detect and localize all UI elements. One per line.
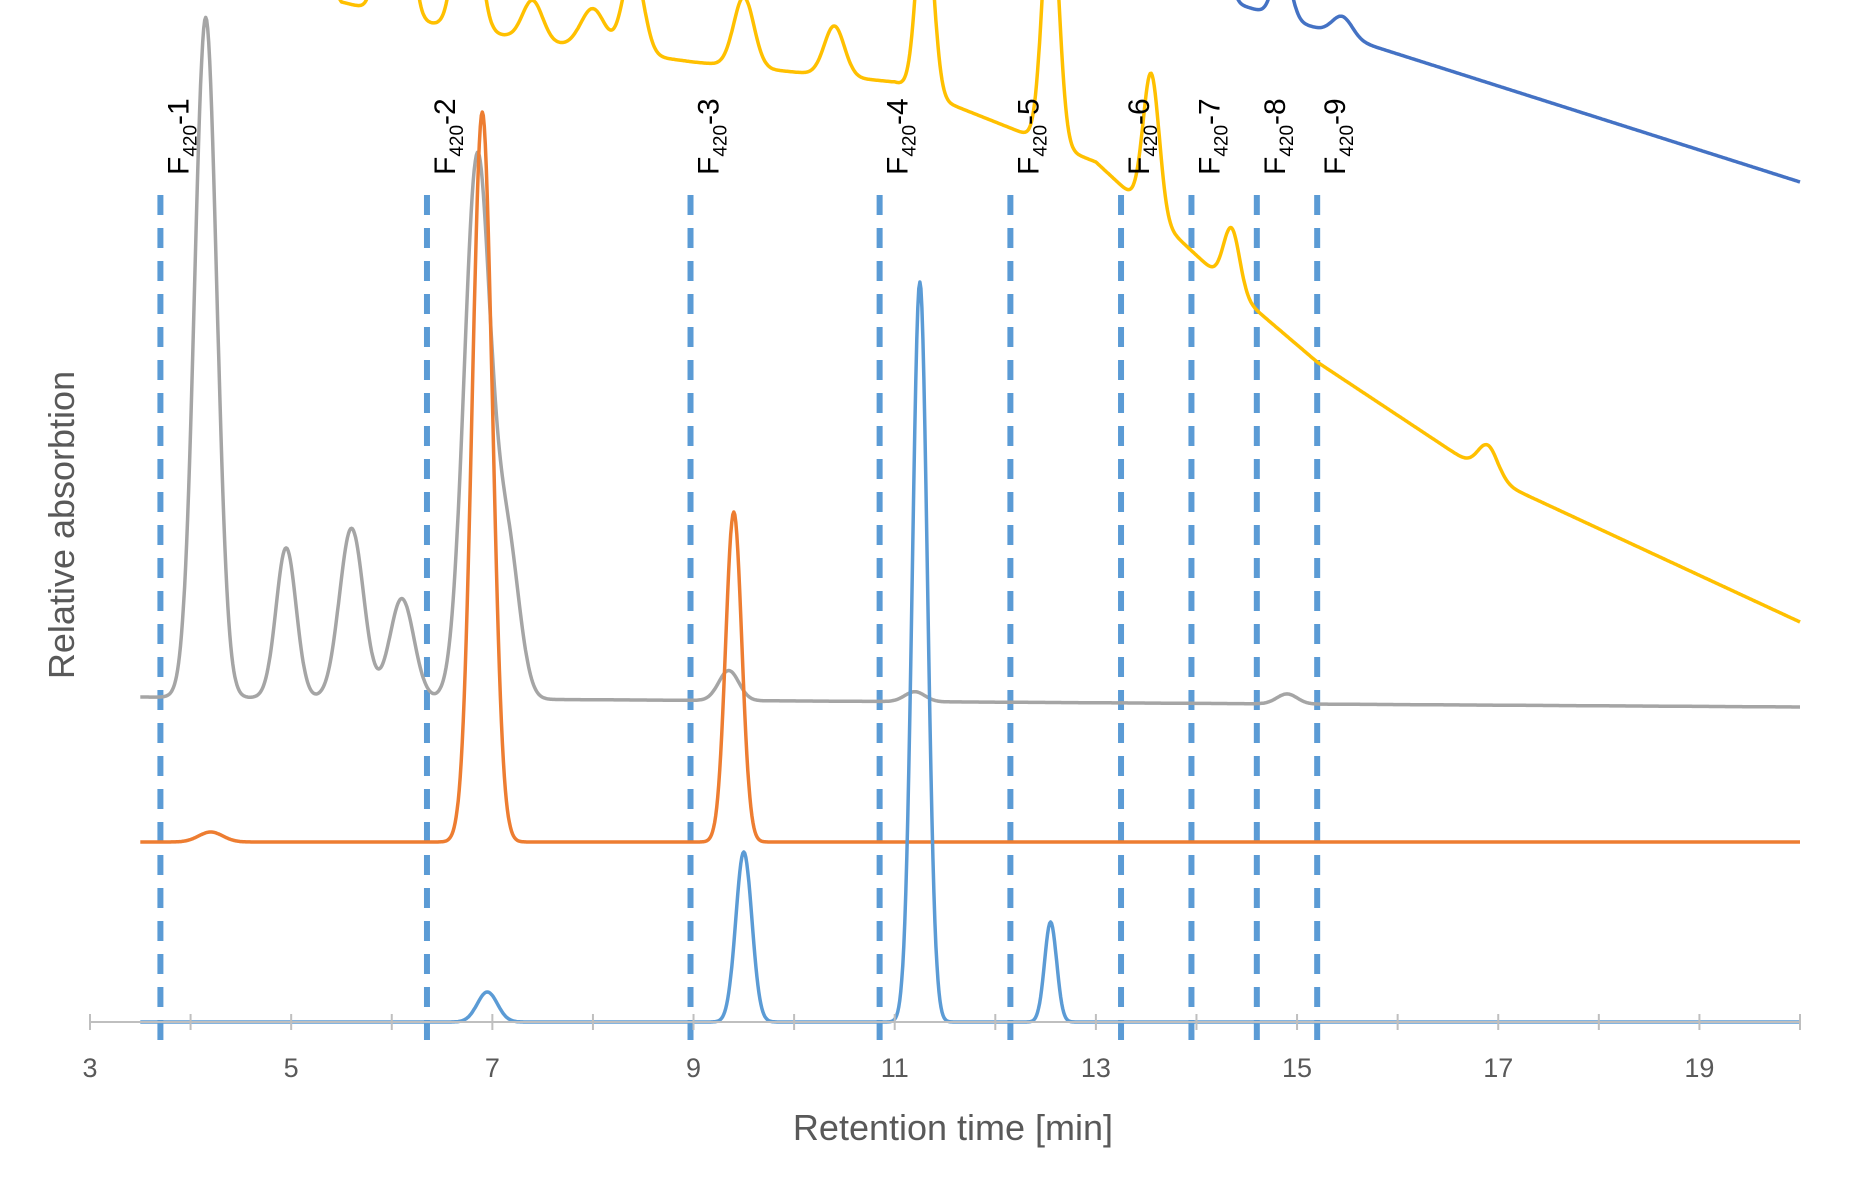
series-trace-1 [1236, 0, 1801, 184]
x-tick-label: 7 [485, 1053, 500, 1083]
series-lines [139, 0, 1801, 1024]
marker-label-9: F420-9 [1319, 98, 1358, 175]
marker-label-7: F420-7 [1193, 98, 1232, 175]
x-tick-label: 5 [284, 1053, 299, 1083]
series-trace-3 [139, 15, 1801, 709]
marker-labels: F420-1 F420-2 F420-3 F420-4 F420-5 F420-6 F420… [162, 98, 1358, 175]
x-tick-label: 17 [1483, 1053, 1513, 1083]
marker-lines [157, 195, 1321, 1050]
x-tick-label: 9 [686, 1053, 701, 1083]
x-axis-title: Retention time [min] [793, 1107, 1113, 1148]
x-tick-label: 19 [1684, 1053, 1714, 1083]
x-tick-label: 11 [881, 1053, 909, 1083]
marker-label-8: F420-8 [1259, 98, 1298, 175]
series-trace-4 [139, 110, 1801, 844]
marker-label-6: F420-6 [1123, 98, 1162, 175]
x-axis: 3 5 7 9 11 13 15 17 19 [82, 1014, 1801, 1083]
x-tick-label: 15 [1282, 1053, 1312, 1083]
y-axis-title: Relative absorbtion [41, 371, 82, 679]
series-trace-5 [139, 280, 1801, 1024]
x-tick-label: 13 [1081, 1053, 1111, 1083]
marker-label-4: F420-4 [882, 98, 921, 175]
marker-label-1: F420-1 [162, 98, 201, 175]
x-tick-label: 3 [82, 1053, 97, 1083]
marker-label-5: F420-5 [1012, 98, 1051, 175]
marker-label-2: F420-2 [429, 98, 468, 175]
marker-label-3: F420-3 [693, 98, 732, 175]
series-trace-2 [338, 0, 1801, 624]
